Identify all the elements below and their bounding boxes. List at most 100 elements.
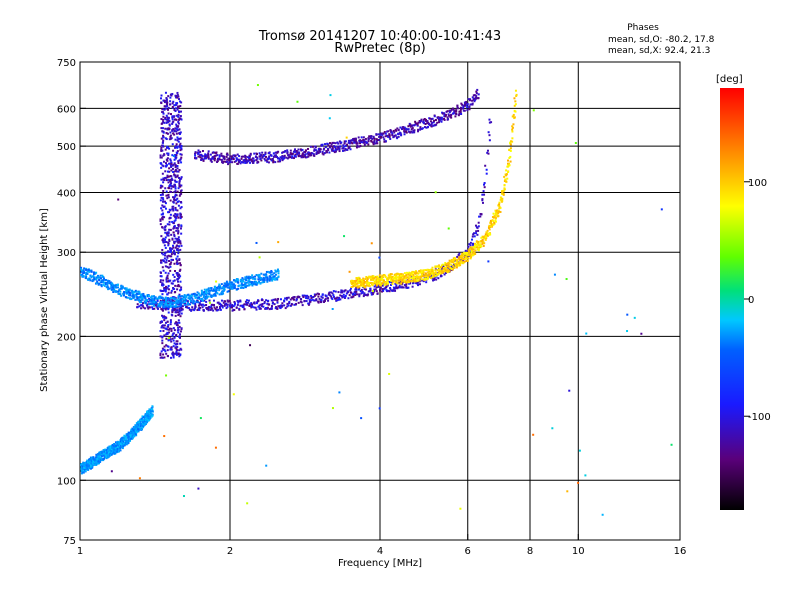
data-point [375,282,378,285]
data-point [185,294,188,297]
data-point [325,151,328,154]
data-point [422,271,425,274]
data-point [508,164,511,167]
data-point [299,148,302,151]
data-point [263,157,266,160]
data-point [164,271,167,274]
data-point [180,110,183,113]
data-point [174,107,177,110]
data-point [218,306,221,309]
data-point [215,154,218,157]
data-point [173,249,176,252]
data-point [390,273,393,276]
data-point [226,152,229,155]
data-point [426,122,429,125]
data-point [273,154,276,157]
data-point [225,284,228,287]
data-point [167,298,170,301]
data-point [166,146,169,149]
data-point [165,114,168,117]
data-point [239,162,242,165]
data-point [167,112,170,115]
data-point [507,171,510,174]
data-point [164,265,167,268]
data-point [194,302,197,305]
data-point [163,238,166,241]
data-point [302,153,305,156]
data-point [193,295,196,298]
data-point [471,99,474,102]
data-point [223,284,226,287]
data-point [198,298,201,301]
data-point [297,154,300,157]
data-point [176,96,179,99]
data-point [174,215,177,218]
data-point [331,141,334,144]
data-point [178,273,181,276]
data-point [218,154,221,157]
data-point [174,187,177,190]
data-point [109,454,112,457]
data-point [356,282,359,285]
data-point [129,298,132,301]
data-point [461,252,464,255]
data-point [140,299,143,302]
data-point [512,115,515,118]
data-point [174,284,177,287]
data-point [397,286,400,289]
data-point [471,102,474,105]
data-point [180,192,183,195]
data-point [450,267,453,270]
data-point [463,109,466,112]
data-point [132,291,135,294]
data-point [198,307,201,310]
data-point [491,224,494,227]
data-point [487,260,490,263]
data-point [461,258,464,261]
data-point [235,159,238,162]
data-point [213,159,216,162]
data-point [319,301,322,304]
data-point [405,128,408,131]
data-point [477,247,480,250]
data-point [446,269,449,272]
data-point [505,173,508,176]
data-point [278,157,281,160]
data-point [289,304,292,307]
data-point [660,208,663,211]
data-point [167,95,170,98]
data-point [277,272,280,275]
data-point [177,216,180,219]
data-point [294,153,297,156]
data-point [83,466,86,469]
data-point [98,278,101,281]
data-point [399,126,402,129]
data-point [176,108,179,111]
data-point [355,146,358,149]
data-point [160,178,163,181]
data-point [191,297,194,300]
data-point [168,123,171,126]
data-point [98,456,101,459]
data-point [398,279,401,282]
data-point [248,154,251,157]
data-point [106,279,109,282]
data-point [361,290,364,293]
data-point [344,148,347,151]
data-point [81,469,84,472]
data-point [514,110,517,113]
data-point [163,200,166,203]
data-point [410,130,413,133]
data-point [115,286,118,289]
data-point [170,187,173,190]
data-point [170,161,173,164]
data-point [160,127,163,130]
data-point [286,151,289,154]
data-point [121,436,124,439]
data-point [393,287,396,290]
data-point [116,440,119,443]
data-point [164,296,167,299]
data-point [424,123,427,126]
data-point [169,265,172,268]
data-point [243,308,246,311]
